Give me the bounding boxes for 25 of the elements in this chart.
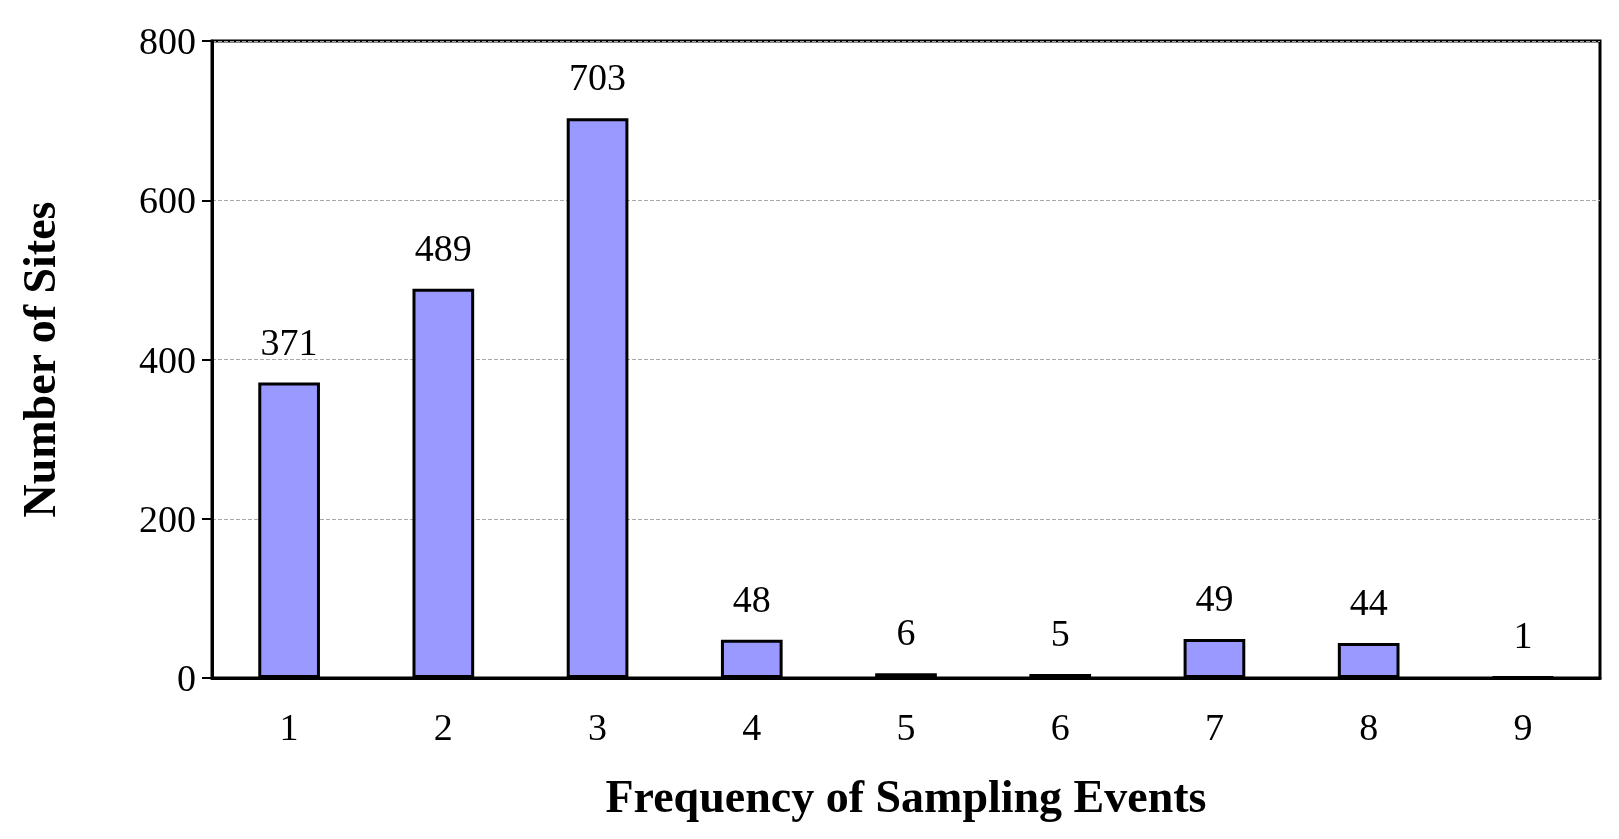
x-tick-label: 5 — [896, 706, 916, 748]
data-label: 49 — [1195, 576, 1234, 619]
y-tick-label: 600 — [139, 179, 196, 222]
y-tick-label: 800 — [139, 20, 196, 62]
data-label: 48 — [732, 577, 771, 620]
data-label: 371 — [260, 320, 318, 363]
x-tick-label: 2 — [433, 706, 453, 748]
y-tick-label: 200 — [139, 497, 196, 540]
x-tick-label: 4 — [742, 706, 762, 748]
x-tick-label: 3 — [588, 706, 608, 748]
x-tick-label: 7 — [1204, 706, 1224, 748]
y-tick-label: 0 — [177, 657, 196, 699]
data-label: 44 — [1349, 580, 1388, 623]
x-tick-label: 1 — [279, 706, 299, 748]
data-label: 6 — [896, 611, 916, 654]
data-label: 489 — [414, 226, 472, 269]
x-tick-label: 8 — [1359, 706, 1379, 748]
y-axis-title: Number of Sites — [13, 201, 65, 518]
x-tick-label: 9 — [1513, 706, 1533, 748]
x-axis-title: Frequency of Sampling Events — [605, 770, 1207, 822]
data-label: 5 — [1050, 612, 1070, 655]
x-tick-label: 6 — [1050, 706, 1070, 748]
data-label: 703 — [569, 56, 627, 99]
y-tick-label: 400 — [139, 338, 196, 381]
data-label: 1 — [1513, 614, 1533, 657]
